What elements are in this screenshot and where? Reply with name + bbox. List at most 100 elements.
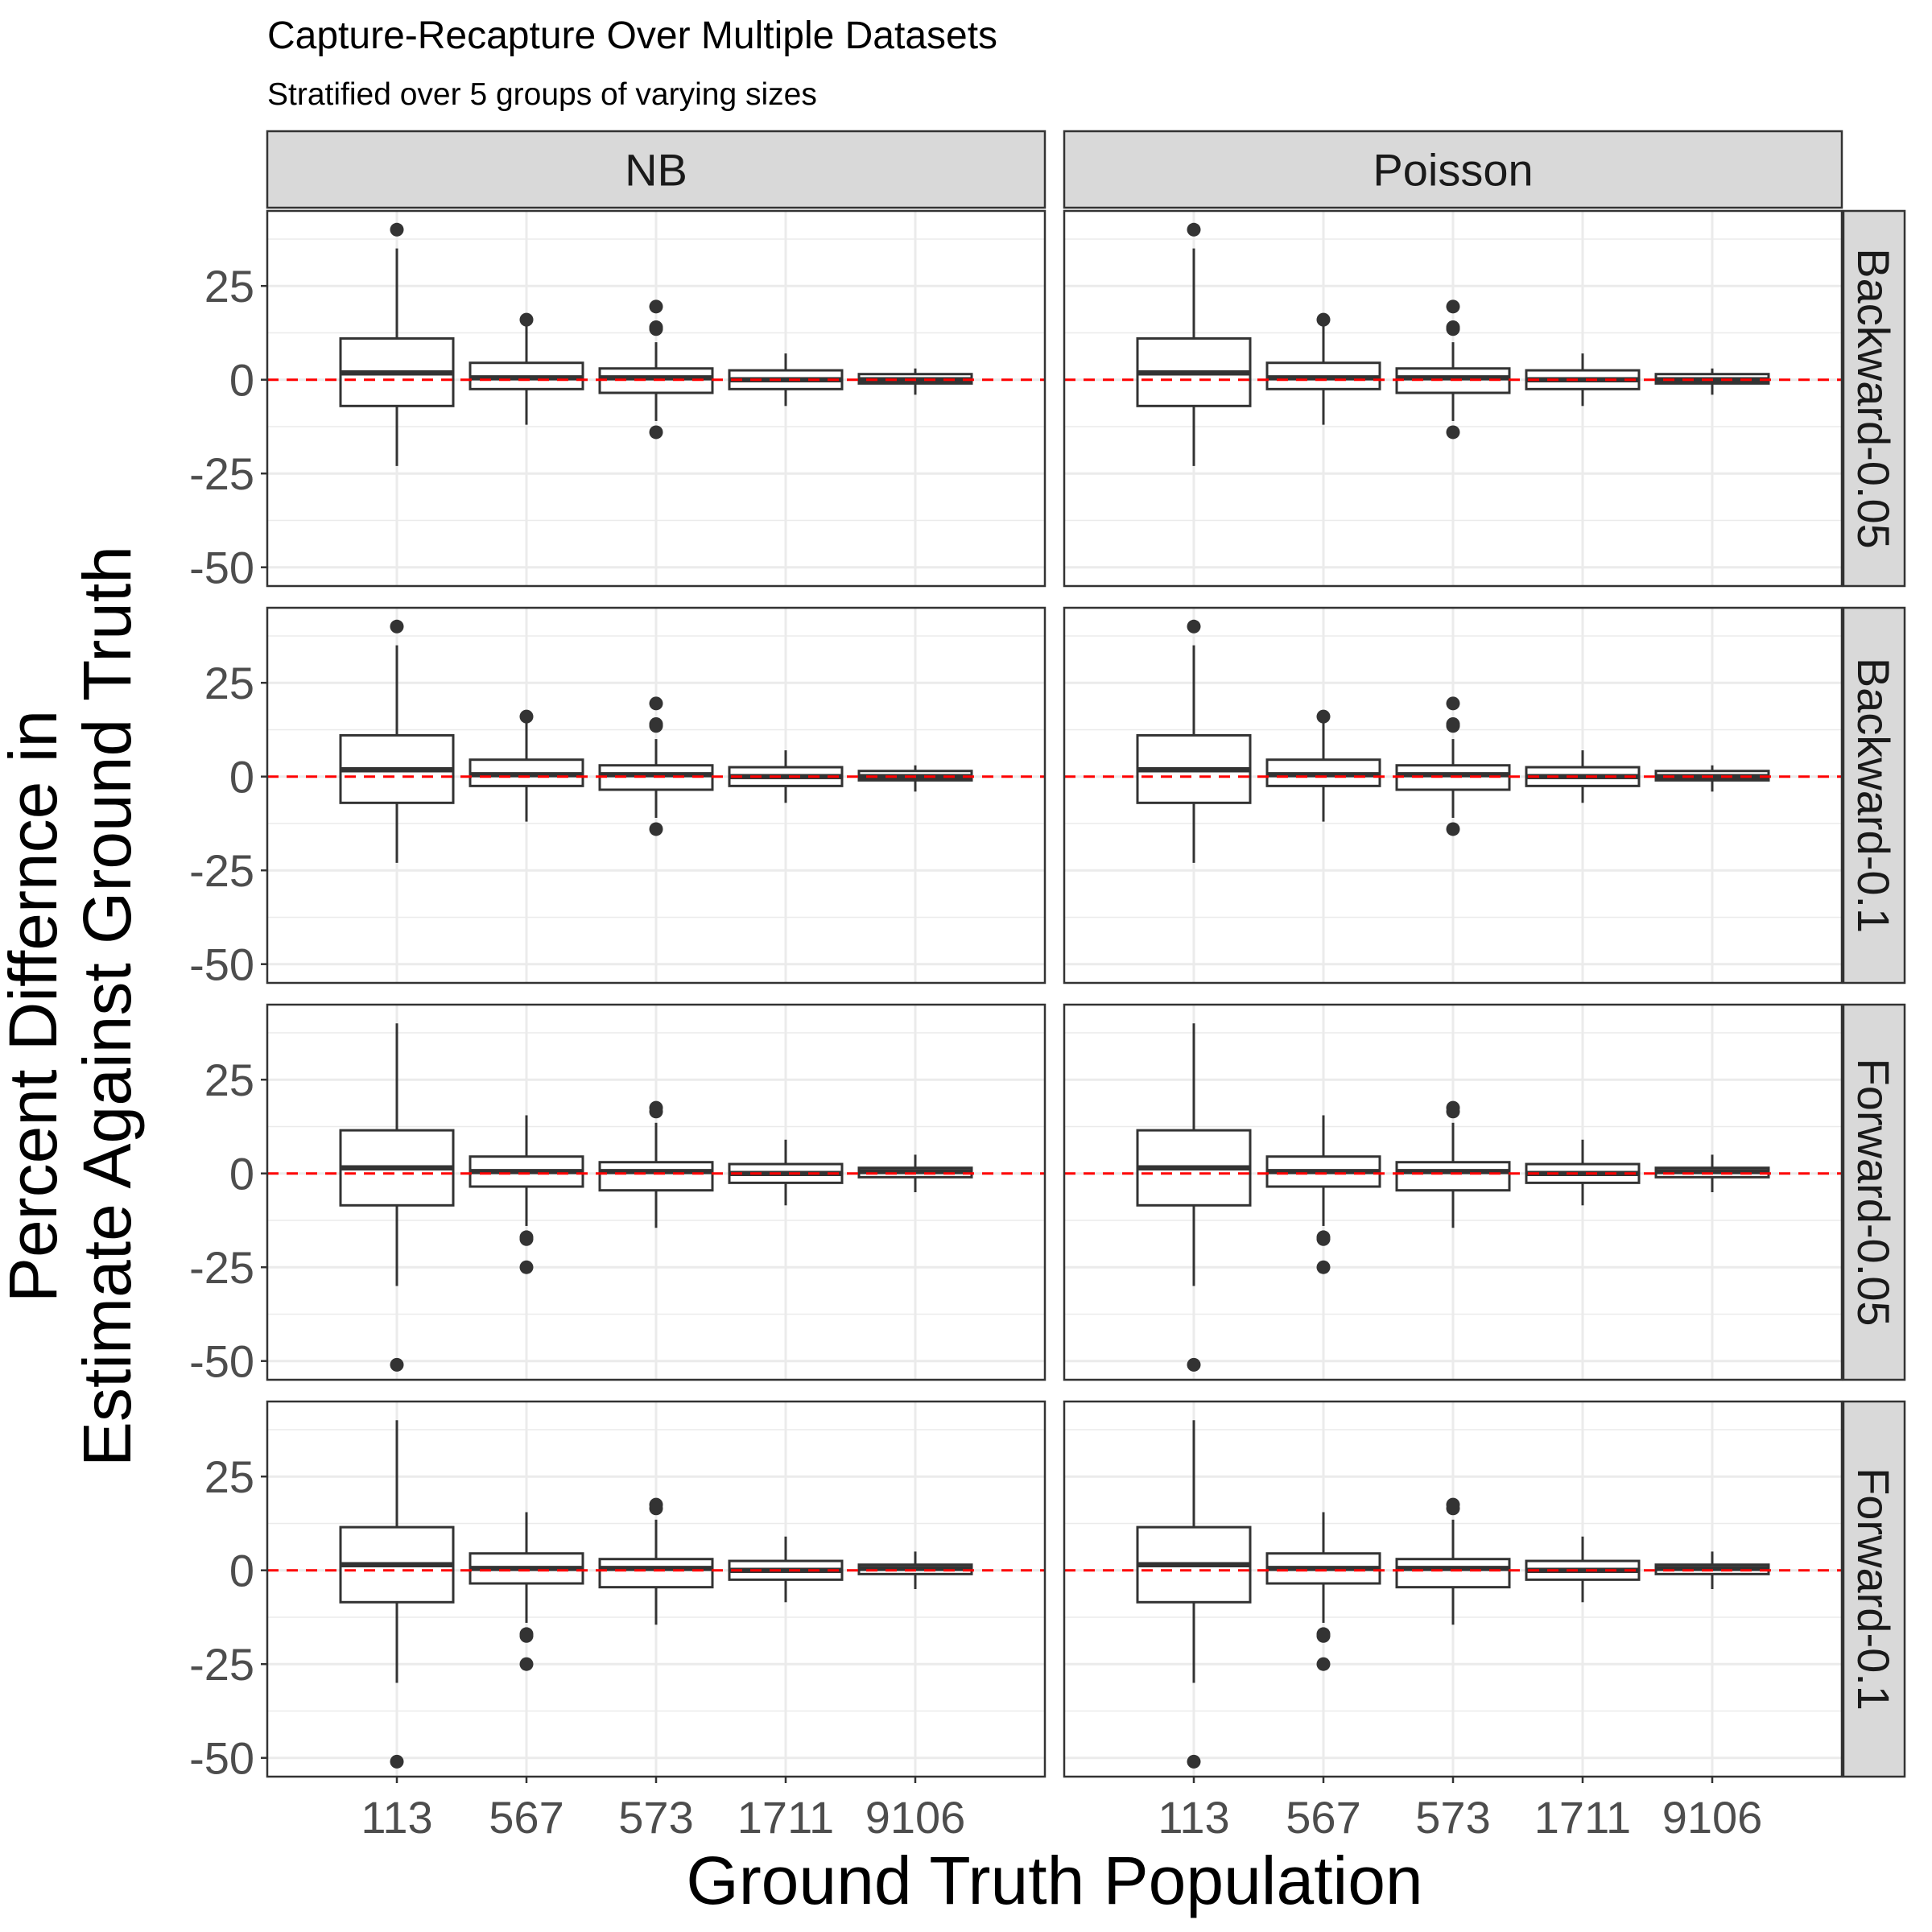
y-tick-label: 25 (204, 658, 254, 708)
outlier-point (1187, 222, 1201, 237)
facet-strip-backward-0-1 (1842, 606, 1906, 985)
outlier-point (1316, 1629, 1331, 1643)
panel-border (266, 209, 1046, 588)
outlier-point (390, 619, 404, 634)
outlier-point (649, 716, 663, 731)
y-tick-label: -50 (189, 543, 254, 593)
facet-strip-label-nb: NB (625, 145, 687, 196)
box-573 (1395, 1497, 1511, 1625)
x-tick-label: 567 (1286, 1792, 1360, 1843)
outlier-point (1446, 425, 1460, 440)
outlier-point (1446, 696, 1460, 711)
outlier-point (519, 1232, 534, 1246)
box-567 (469, 1512, 584, 1671)
box-567 (1265, 709, 1381, 822)
panel-border (1063, 209, 1843, 588)
box-iqr (598, 1161, 714, 1192)
y-axis-title-line-2: Estimate Against Ground Truth (69, 546, 145, 1467)
facet-strip-label-poisson: Poisson (1373, 145, 1533, 196)
panel-backward-0-1-poisson (1063, 606, 1843, 985)
outlier-point (1316, 1657, 1331, 1671)
y-axis-title-line-1: Percent Differnce in (0, 710, 71, 1302)
x-tick-label: 9106 (865, 1792, 966, 1843)
box-iqr (1395, 1558, 1511, 1589)
outlier-point (649, 1497, 663, 1512)
outlier-point (1187, 1754, 1201, 1769)
panel-backward-0-05-poisson (1063, 209, 1843, 588)
box-1711 (728, 353, 844, 407)
y-tick-label: -50 (189, 1733, 254, 1784)
y-tick-label: 25 (204, 1451, 254, 1502)
box-567 (469, 709, 584, 822)
box-iqr (598, 1558, 714, 1589)
panel-border (266, 1003, 1046, 1381)
box-567 (1265, 1512, 1381, 1671)
box-113 (1136, 1023, 1252, 1372)
outlier-point (1316, 1260, 1331, 1274)
box-567 (1265, 312, 1381, 425)
outlier-point (1316, 312, 1331, 327)
outlier-point (1446, 299, 1460, 314)
x-tick-label: 1711 (737, 1792, 834, 1843)
box-567 (469, 312, 584, 425)
facet-strip-label-backward-0-1: Backward-0.1 (1848, 658, 1899, 933)
panel-forward-0-05-nb: -50 -25 0 25 (189, 1003, 1046, 1387)
y-tick-label: -25 (189, 1639, 254, 1690)
facet-strip-label-forward-0-05: Forward-0.05 (1848, 1058, 1899, 1326)
outlier-point (649, 696, 663, 711)
outlier-point (1316, 709, 1331, 724)
facet-strip-label-forward-0-1: Forward-0.1 (1848, 1468, 1899, 1711)
box-113 (1136, 619, 1252, 863)
box-1711 (728, 1536, 844, 1603)
panel-forward-0-1-nb: -50 -25 0 25 113 567 573 1711 9106 (189, 1400, 1046, 1843)
chart-title: Capture-Recapture Over Multiple Datasets (267, 14, 997, 57)
outlier-point (649, 320, 663, 334)
panel-border (1063, 1003, 1843, 1381)
panel-border (1063, 606, 1843, 985)
box-113 (1136, 222, 1252, 466)
y-tick-label: -50 (189, 939, 254, 990)
x-tick-label: 113 (1158, 1792, 1229, 1843)
outlier-point (390, 222, 404, 237)
outlier-point (519, 1260, 534, 1274)
facet-strip-backward-0-05 (1842, 209, 1906, 588)
outlier-point (519, 709, 534, 724)
outlier-point (1446, 822, 1460, 836)
panel-backward-0-05-nb: -50 -25 0 25 (189, 209, 1046, 593)
facet-strip-nb (266, 130, 1046, 209)
outlier-point (1446, 320, 1460, 334)
box-573 (1395, 1100, 1511, 1228)
box-113 (339, 619, 455, 863)
facet-strip-label-backward-0-05: Backward-0.05 (1848, 248, 1899, 549)
outlier-point (649, 299, 663, 314)
outlier-point (1316, 1232, 1331, 1246)
facet-strip-forward-0-05 (1842, 1003, 1906, 1381)
outlier-point (519, 312, 534, 327)
box-iqr (1395, 1161, 1511, 1192)
y-tick-label: -25 (189, 1242, 254, 1293)
x-tick-label: 567 (489, 1792, 564, 1843)
box-113 (339, 222, 455, 466)
x-tick-label: 573 (618, 1792, 693, 1843)
outlier-point (1187, 619, 1201, 634)
x-tick-label: 1711 (1534, 1792, 1631, 1843)
box-567 (1265, 1115, 1381, 1274)
y-tick-label: 0 (229, 1546, 254, 1596)
box-1711 (728, 750, 844, 803)
outlier-point (1187, 1357, 1201, 1372)
y-axis-title: Percent Differnce in Estimate Against Gr… (0, 546, 145, 1467)
outlier-point (1446, 716, 1460, 731)
box-1711 (1525, 1536, 1641, 1603)
outlier-point (649, 1100, 663, 1115)
panel-forward-0-1-poisson: 113 567 573 1711 9106 (1063, 1400, 1843, 1843)
y-tick-label: 0 (229, 1149, 254, 1199)
panel-backward-0-1-nb: -50 -25 0 25 (189, 606, 1046, 990)
facet-strip-poisson (1063, 130, 1843, 209)
chart-subtitle: Stratified over 5 groups of varying size… (267, 77, 817, 112)
outlier-point (390, 1754, 404, 1769)
box-573 (598, 1497, 714, 1625)
box-567 (469, 1115, 584, 1274)
y-tick-label: 25 (204, 1055, 254, 1105)
box-1711 (728, 1139, 844, 1206)
